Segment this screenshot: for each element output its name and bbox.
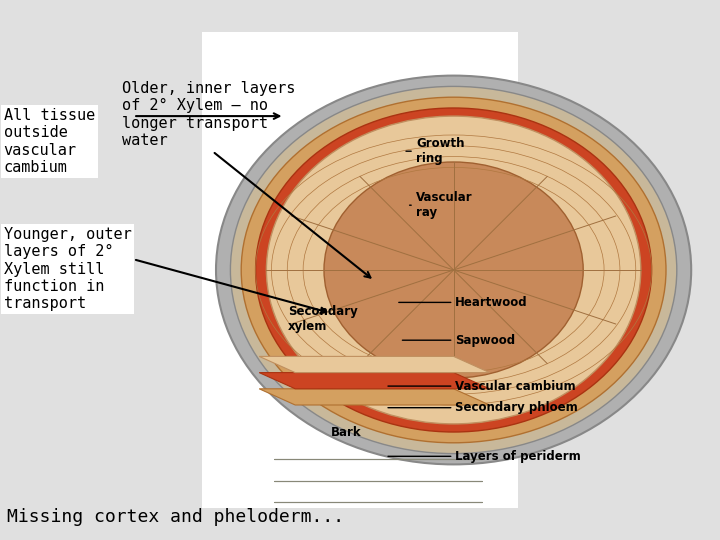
Text: All tissue
outside
vascular
cambium: All tissue outside vascular cambium — [4, 108, 95, 175]
Text: Bark: Bark — [331, 426, 362, 438]
FancyBboxPatch shape — [202, 32, 518, 508]
Text: Vascular
ray: Vascular ray — [416, 191, 473, 219]
Text: Heartwood: Heartwood — [455, 296, 528, 309]
Text: Sapwood: Sapwood — [455, 334, 516, 347]
Text: Missing cortex and pheloderm...: Missing cortex and pheloderm... — [7, 509, 344, 526]
Text: Older, inner layers
of 2° Xylem – no
longer transport
water: Older, inner layers of 2° Xylem – no lon… — [122, 81, 296, 148]
Ellipse shape — [241, 97, 666, 443]
Text: Secondary phloem: Secondary phloem — [455, 401, 577, 414]
Ellipse shape — [216, 76, 691, 464]
Ellipse shape — [256, 108, 652, 432]
Text: Vascular cambium: Vascular cambium — [455, 380, 576, 393]
Ellipse shape — [230, 86, 677, 454]
Ellipse shape — [266, 116, 641, 424]
Ellipse shape — [324, 162, 583, 378]
Polygon shape — [259, 356, 490, 373]
Polygon shape — [259, 389, 490, 405]
Polygon shape — [259, 373, 490, 389]
Text: Secondary
xylem: Secondary xylem — [288, 305, 358, 333]
Text: Growth
ring: Growth ring — [416, 137, 464, 165]
Text: Layers of periderm: Layers of periderm — [455, 450, 581, 463]
Text: Younger, outer
layers of 2°
Xylem still
function in
transport: Younger, outer layers of 2° Xylem still … — [4, 227, 131, 312]
